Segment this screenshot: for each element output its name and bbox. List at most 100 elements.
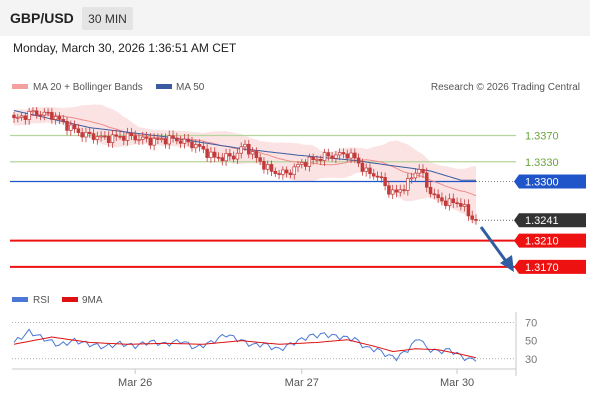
candle-body: [258, 157, 262, 162]
level-label-text: 1.3210: [525, 236, 559, 248]
candle-body: [326, 152, 331, 157]
candle-body: [118, 135, 122, 138]
level-label-tag: [514, 259, 586, 274]
rsi-tick-label: 70: [525, 318, 537, 330]
candle-body: [383, 177, 387, 187]
candle-body: [87, 131, 92, 135]
level-label-tag: [514, 233, 586, 248]
candle-body: [353, 152, 357, 159]
candle-body: [455, 202, 459, 205]
candle-body: [436, 194, 440, 199]
candle-body: [315, 158, 319, 161]
rsi-ma-line: [13, 336, 477, 359]
ma9-legend-label: 9MA: [82, 295, 103, 306]
candle-body: [57, 116, 62, 120]
candle-body: [133, 135, 137, 141]
candle-body: [19, 115, 24, 118]
candle-body: [345, 153, 349, 159]
candle-body: [409, 177, 414, 180]
candle-body: [281, 169, 285, 175]
candle-body: [175, 137, 179, 142]
candle-body: [80, 132, 84, 138]
candle-body: [61, 118, 65, 122]
candle-body: [421, 169, 425, 174]
candle-body: [84, 131, 88, 138]
candle-body: [470, 215, 474, 220]
candle-body: [303, 162, 308, 167]
candle-body: [99, 135, 103, 138]
candle-body: [364, 167, 368, 172]
candle-body: [379, 176, 384, 179]
bollinger-band-area: [14, 104, 476, 226]
candle-body: [413, 172, 418, 179]
candle-body: [466, 204, 471, 217]
candle-body: [265, 164, 270, 170]
candle-body: [65, 120, 69, 131]
candle-body: [368, 167, 372, 174]
candle-body: [190, 141, 194, 149]
candle-body: [163, 138, 168, 145]
candle-body: [178, 140, 183, 144]
candle-body: [212, 151, 217, 158]
level-label-text: 1.3330: [525, 157, 559, 169]
candle-body: [69, 124, 73, 131]
candle-body: [167, 135, 172, 145]
candle-body: [387, 185, 391, 195]
level-label-tag: [514, 174, 586, 189]
candle-body: [432, 193, 437, 196]
candle-body: [394, 189, 399, 193]
candle-body: [38, 114, 43, 117]
candle-body: [110, 134, 115, 143]
candle-body: [141, 136, 145, 140]
candle-body: [31, 110, 35, 113]
candle-body: [250, 151, 255, 155]
candle-body: [129, 132, 134, 137]
candle-body: [360, 162, 365, 172]
candle-body: [300, 162, 304, 165]
candle-body: [23, 115, 28, 120]
candle-body: [341, 152, 346, 155]
candle-body: [262, 160, 266, 170]
level-labels-layer: 1.3370 1.3330 1.3300 1.3241 1.3210 1.3170: [514, 130, 586, 274]
candle-body: [95, 136, 100, 140]
candle-body: [201, 146, 206, 150]
candle-body: [46, 111, 50, 114]
candle-body: [220, 157, 225, 162]
candle-body: [224, 153, 228, 162]
level-label-text: 1.3170: [525, 262, 559, 274]
candle-body: [239, 146, 243, 154]
candle-body: [125, 132, 130, 141]
ma50-legend-label: MA 50: [176, 82, 205, 93]
ma9-legend-swatch: [62, 297, 78, 302]
candle-body: [447, 198, 452, 206]
ma20-legend-swatch: [12, 84, 28, 89]
candle-body: [194, 144, 198, 149]
candle-body: [106, 135, 111, 143]
candle-body: [209, 151, 213, 158]
candle-body: [159, 138, 164, 141]
rsi-tick-label: 30: [525, 354, 537, 366]
candle-body: [186, 138, 190, 143]
candle-body: [402, 189, 406, 192]
candle-body: [235, 152, 240, 160]
rsi-line: [13, 328, 477, 362]
credit-text: Research © 2026 Trading Central: [431, 82, 580, 93]
candle-body: [103, 135, 107, 138]
bollinger-band-layer: [14, 104, 476, 226]
candle-body: [144, 136, 149, 139]
x-tick-label: Mar 26: [118, 377, 152, 389]
candle-body: [288, 172, 293, 175]
timeframe-button[interactable]: 30 MIN: [82, 7, 133, 30]
candle-body: [349, 152, 353, 159]
rsi-panel: 70 50 30: [12, 318, 537, 366]
candle-body: [182, 138, 187, 144]
candle-body: [50, 111, 54, 120]
candle-body: [148, 137, 153, 146]
rsi-legend-label: RSI: [33, 295, 50, 306]
candle-body: [114, 134, 118, 137]
candle-body: [428, 186, 433, 195]
chart-datetime: Monday, March 30, 2026 1:36:51 AM CET: [13, 41, 237, 55]
level-label-text: 1.3241: [525, 215, 559, 227]
candle-body: [254, 151, 259, 159]
rsi-legend-swatch: [12, 297, 28, 302]
